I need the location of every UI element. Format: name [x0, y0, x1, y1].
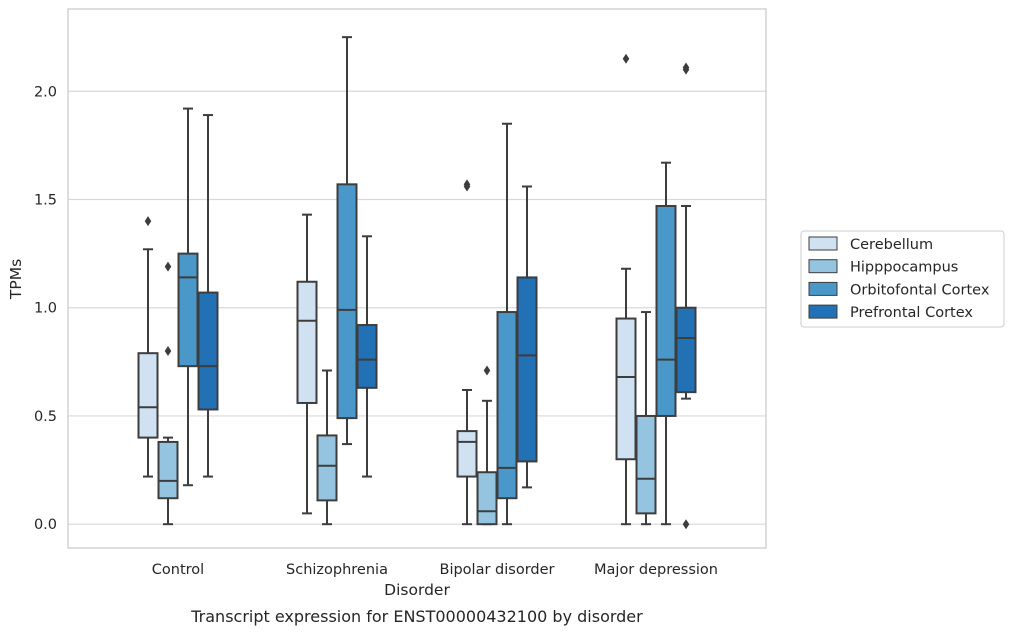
box-prefrontal-cortex [516, 185, 538, 489]
box-iqr [336, 183, 358, 420]
box-iqr [356, 324, 378, 389]
legend-swatch [808, 281, 838, 296]
y-tick-label: 1.0 [34, 301, 57, 317]
outlier-point [682, 62, 690, 73]
box-iqr [177, 252, 199, 368]
plot-frame [67, 8, 767, 549]
chart-caption: Transcript expression for ENST0000043210… [190, 607, 643, 626]
box-iqr [157, 440, 179, 500]
y-tick-label: 2.0 [34, 84, 57, 100]
x-axis-label: Disorder [384, 581, 450, 599]
box-cerebellum [456, 179, 478, 526]
legend-label: Cerebellum [850, 237, 933, 253]
box-hipppocampus [635, 311, 657, 526]
box-iqr [516, 276, 538, 463]
box-iqr [635, 414, 657, 515]
outlier-point [682, 519, 690, 530]
y-axis-ticks: 0.0 0.5 1.0 1.5 2.0 [34, 84, 57, 533]
y-tick-label: 0.0 [34, 517, 57, 533]
outlier-point [622, 53, 630, 64]
box-iqr [655, 204, 677, 417]
x-tick-label: Bipolar disorder [440, 562, 555, 578]
box-prefrontal-cortex [356, 235, 378, 478]
legend-items: Cerebellum Hipppocampus Orbitofontal Corte… [808, 236, 990, 321]
outlier-point [164, 346, 172, 357]
box-iqr [675, 306, 697, 394]
x-tick-label: Major depression [594, 562, 718, 578]
x-tick-label: Control [152, 562, 204, 578]
box-cerebellum [137, 216, 159, 478]
legend-swatch [808, 304, 838, 319]
legend-label: Orbitofontal Cortex [850, 282, 990, 298]
outlier-point [483, 365, 491, 376]
x-axis-ticks: Control Schizophrenia Bipolar disorder Majo… [152, 562, 718, 578]
box-orbitofontal-cortex [655, 161, 677, 526]
box-orbitofontal-cortex [336, 36, 358, 446]
box-iqr [316, 434, 338, 502]
box-iqr [496, 311, 518, 500]
box-hipppocampus [316, 369, 338, 526]
box-cerebellum [615, 53, 637, 526]
legend-swatch [808, 236, 838, 251]
box-iqr [137, 352, 159, 439]
box-plot-area [137, 36, 697, 530]
legend-frame [800, 230, 1005, 328]
x-tick-label: Schizophrenia [286, 562, 388, 578]
outlier-point [144, 216, 152, 227]
y-axis-label: TPMs [7, 259, 25, 300]
legend: Cerebellum Hipppocampus Orbitofontal Corte… [800, 230, 1005, 328]
box-hipppocampus [476, 365, 498, 526]
y-tick-label: 1.5 [34, 192, 57, 208]
box-iqr [615, 317, 637, 461]
outlier-point [164, 261, 172, 272]
y-tick-label: 0.5 [34, 409, 57, 425]
outlier-point [463, 179, 471, 190]
box-iqr [296, 280, 318, 404]
legend-label: Prefrontal Cortex [850, 305, 973, 321]
box-prefrontal-cortex [675, 62, 697, 530]
box-iqr [476, 471, 498, 526]
box-iqr [197, 291, 219, 411]
legend-swatch [808, 259, 838, 274]
box-orbitofontal-cortex [496, 122, 518, 526]
box-orbitofontal-cortex [177, 107, 199, 487]
legend-label: Hipppocampus [850, 260, 958, 276]
box-iqr [456, 430, 478, 478]
box-prefrontal-cortex [197, 114, 219, 478]
box-hipppocampus [157, 261, 179, 526]
box-cerebellum [296, 213, 318, 515]
